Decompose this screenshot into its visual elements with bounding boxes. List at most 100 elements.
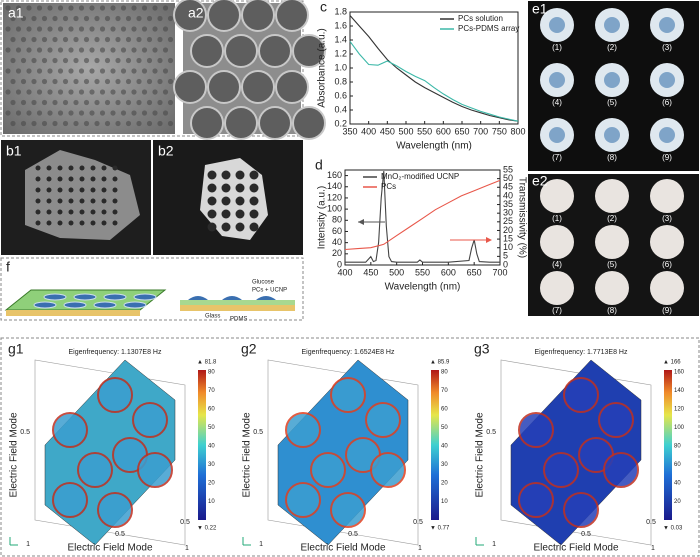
sem-pore xyxy=(146,36,153,43)
legend-label: PCs solution xyxy=(458,14,503,23)
sem-pore xyxy=(35,209,41,215)
sem-pore xyxy=(79,165,85,171)
sem-pore xyxy=(101,187,107,193)
sem-pore xyxy=(94,57,100,64)
y-tick-label: 80 xyxy=(332,215,342,225)
y-tick-label: 0.6 xyxy=(334,90,347,100)
colorbar-tick: 140 xyxy=(674,388,685,394)
sem-pore xyxy=(35,187,41,193)
sem-pore xyxy=(125,99,132,106)
sem-pore xyxy=(73,57,79,64)
sem-pore xyxy=(120,89,127,95)
axis-tick-label: 1 xyxy=(651,545,655,552)
colorbar-tick: 70 xyxy=(441,388,448,394)
sem-pore xyxy=(15,89,22,95)
panel-label: b1 xyxy=(6,143,22,159)
sem-pore xyxy=(36,110,43,116)
eigenfrequency: Eigenfrequency: 1.7713E8 Hz xyxy=(534,349,628,356)
well-photo xyxy=(650,271,684,305)
sem-pore xyxy=(152,47,158,53)
sem-pore xyxy=(167,57,174,64)
sem-pore xyxy=(157,99,163,106)
well-label: (5) xyxy=(607,98,617,107)
colorbar-tick: 100 xyxy=(674,425,685,431)
sem-cell xyxy=(173,0,207,32)
y-tick-label: 0.4 xyxy=(334,104,347,114)
well-photo xyxy=(604,72,620,88)
sem-pore xyxy=(31,120,37,127)
well-photo xyxy=(540,179,574,213)
sem-pore xyxy=(136,57,142,64)
sem-pore xyxy=(73,99,79,106)
sem-pore xyxy=(10,57,16,64)
y-tick-label: 1.4 xyxy=(334,34,347,44)
sem-pore xyxy=(5,26,11,32)
sem-pore xyxy=(78,110,85,116)
sem-pore xyxy=(115,99,121,106)
sem-pore xyxy=(47,110,53,116)
sem-pore xyxy=(5,89,11,95)
sem-pore xyxy=(83,15,90,22)
sem-pore xyxy=(15,5,22,11)
sem-pore xyxy=(79,176,85,182)
x-tick-label: 650 xyxy=(454,126,469,136)
sem-pore xyxy=(125,57,132,64)
sem-pore xyxy=(131,26,137,32)
sem-pore xyxy=(120,26,127,32)
sem-pore xyxy=(235,183,245,193)
sem-pore xyxy=(120,110,127,116)
sem-pore xyxy=(52,120,58,127)
field-cell xyxy=(285,412,321,448)
y2-tick-label: 40 xyxy=(503,190,513,200)
sem-cell xyxy=(258,106,292,140)
sem-pore xyxy=(152,89,158,95)
sem-pore xyxy=(57,5,64,11)
sem-cell xyxy=(292,34,326,68)
y2-tick-label: 30 xyxy=(503,208,513,218)
sem-pore xyxy=(52,99,58,106)
axis-tick-label: 0.5 xyxy=(348,531,358,538)
sem-pore xyxy=(36,68,43,74)
sem-pore xyxy=(79,209,85,215)
sem-pore xyxy=(15,68,22,74)
x-tick-label: 350 xyxy=(342,126,357,136)
x-axis-label: Electric Field Mode xyxy=(300,543,385,554)
sem-pore xyxy=(41,15,48,22)
field-cell xyxy=(598,402,634,438)
well-photo xyxy=(540,225,574,259)
sem-pore xyxy=(36,47,43,53)
sem-pore xyxy=(221,170,231,180)
sem-pore xyxy=(68,220,74,226)
sem-pore xyxy=(207,222,217,232)
sem-pore xyxy=(110,68,116,74)
y-tick-label: 0.8 xyxy=(334,76,347,86)
sem-pore xyxy=(20,15,27,22)
sem-pore xyxy=(104,57,111,64)
sem-pore xyxy=(20,57,27,64)
sem-pore xyxy=(57,165,63,171)
y-tick-label: 20 xyxy=(332,248,342,258)
well-photo xyxy=(659,17,675,33)
sem-pore xyxy=(57,187,63,193)
layer xyxy=(180,305,295,311)
panel-label: f xyxy=(6,259,10,275)
sem-pore xyxy=(112,220,118,226)
colorbar xyxy=(431,370,439,520)
sem-pore xyxy=(41,36,48,43)
sem-pore xyxy=(83,36,90,43)
x-axis-label: Wavelength (nm) xyxy=(385,282,461,293)
sem-pore xyxy=(35,165,41,171)
colorbar-tick: 40 xyxy=(674,481,681,487)
field-cell xyxy=(285,482,321,518)
sem-pore xyxy=(52,57,58,64)
field-cell xyxy=(77,452,113,488)
sem-pore xyxy=(157,15,163,22)
sem-pore xyxy=(136,78,142,85)
sem-pore xyxy=(90,187,96,193)
sem-pore xyxy=(79,187,85,193)
sem-pore xyxy=(57,176,63,182)
sem-pore xyxy=(207,196,217,206)
well-photo xyxy=(549,72,565,88)
well-label: (1) xyxy=(552,214,562,223)
well-label: (3) xyxy=(662,214,672,223)
